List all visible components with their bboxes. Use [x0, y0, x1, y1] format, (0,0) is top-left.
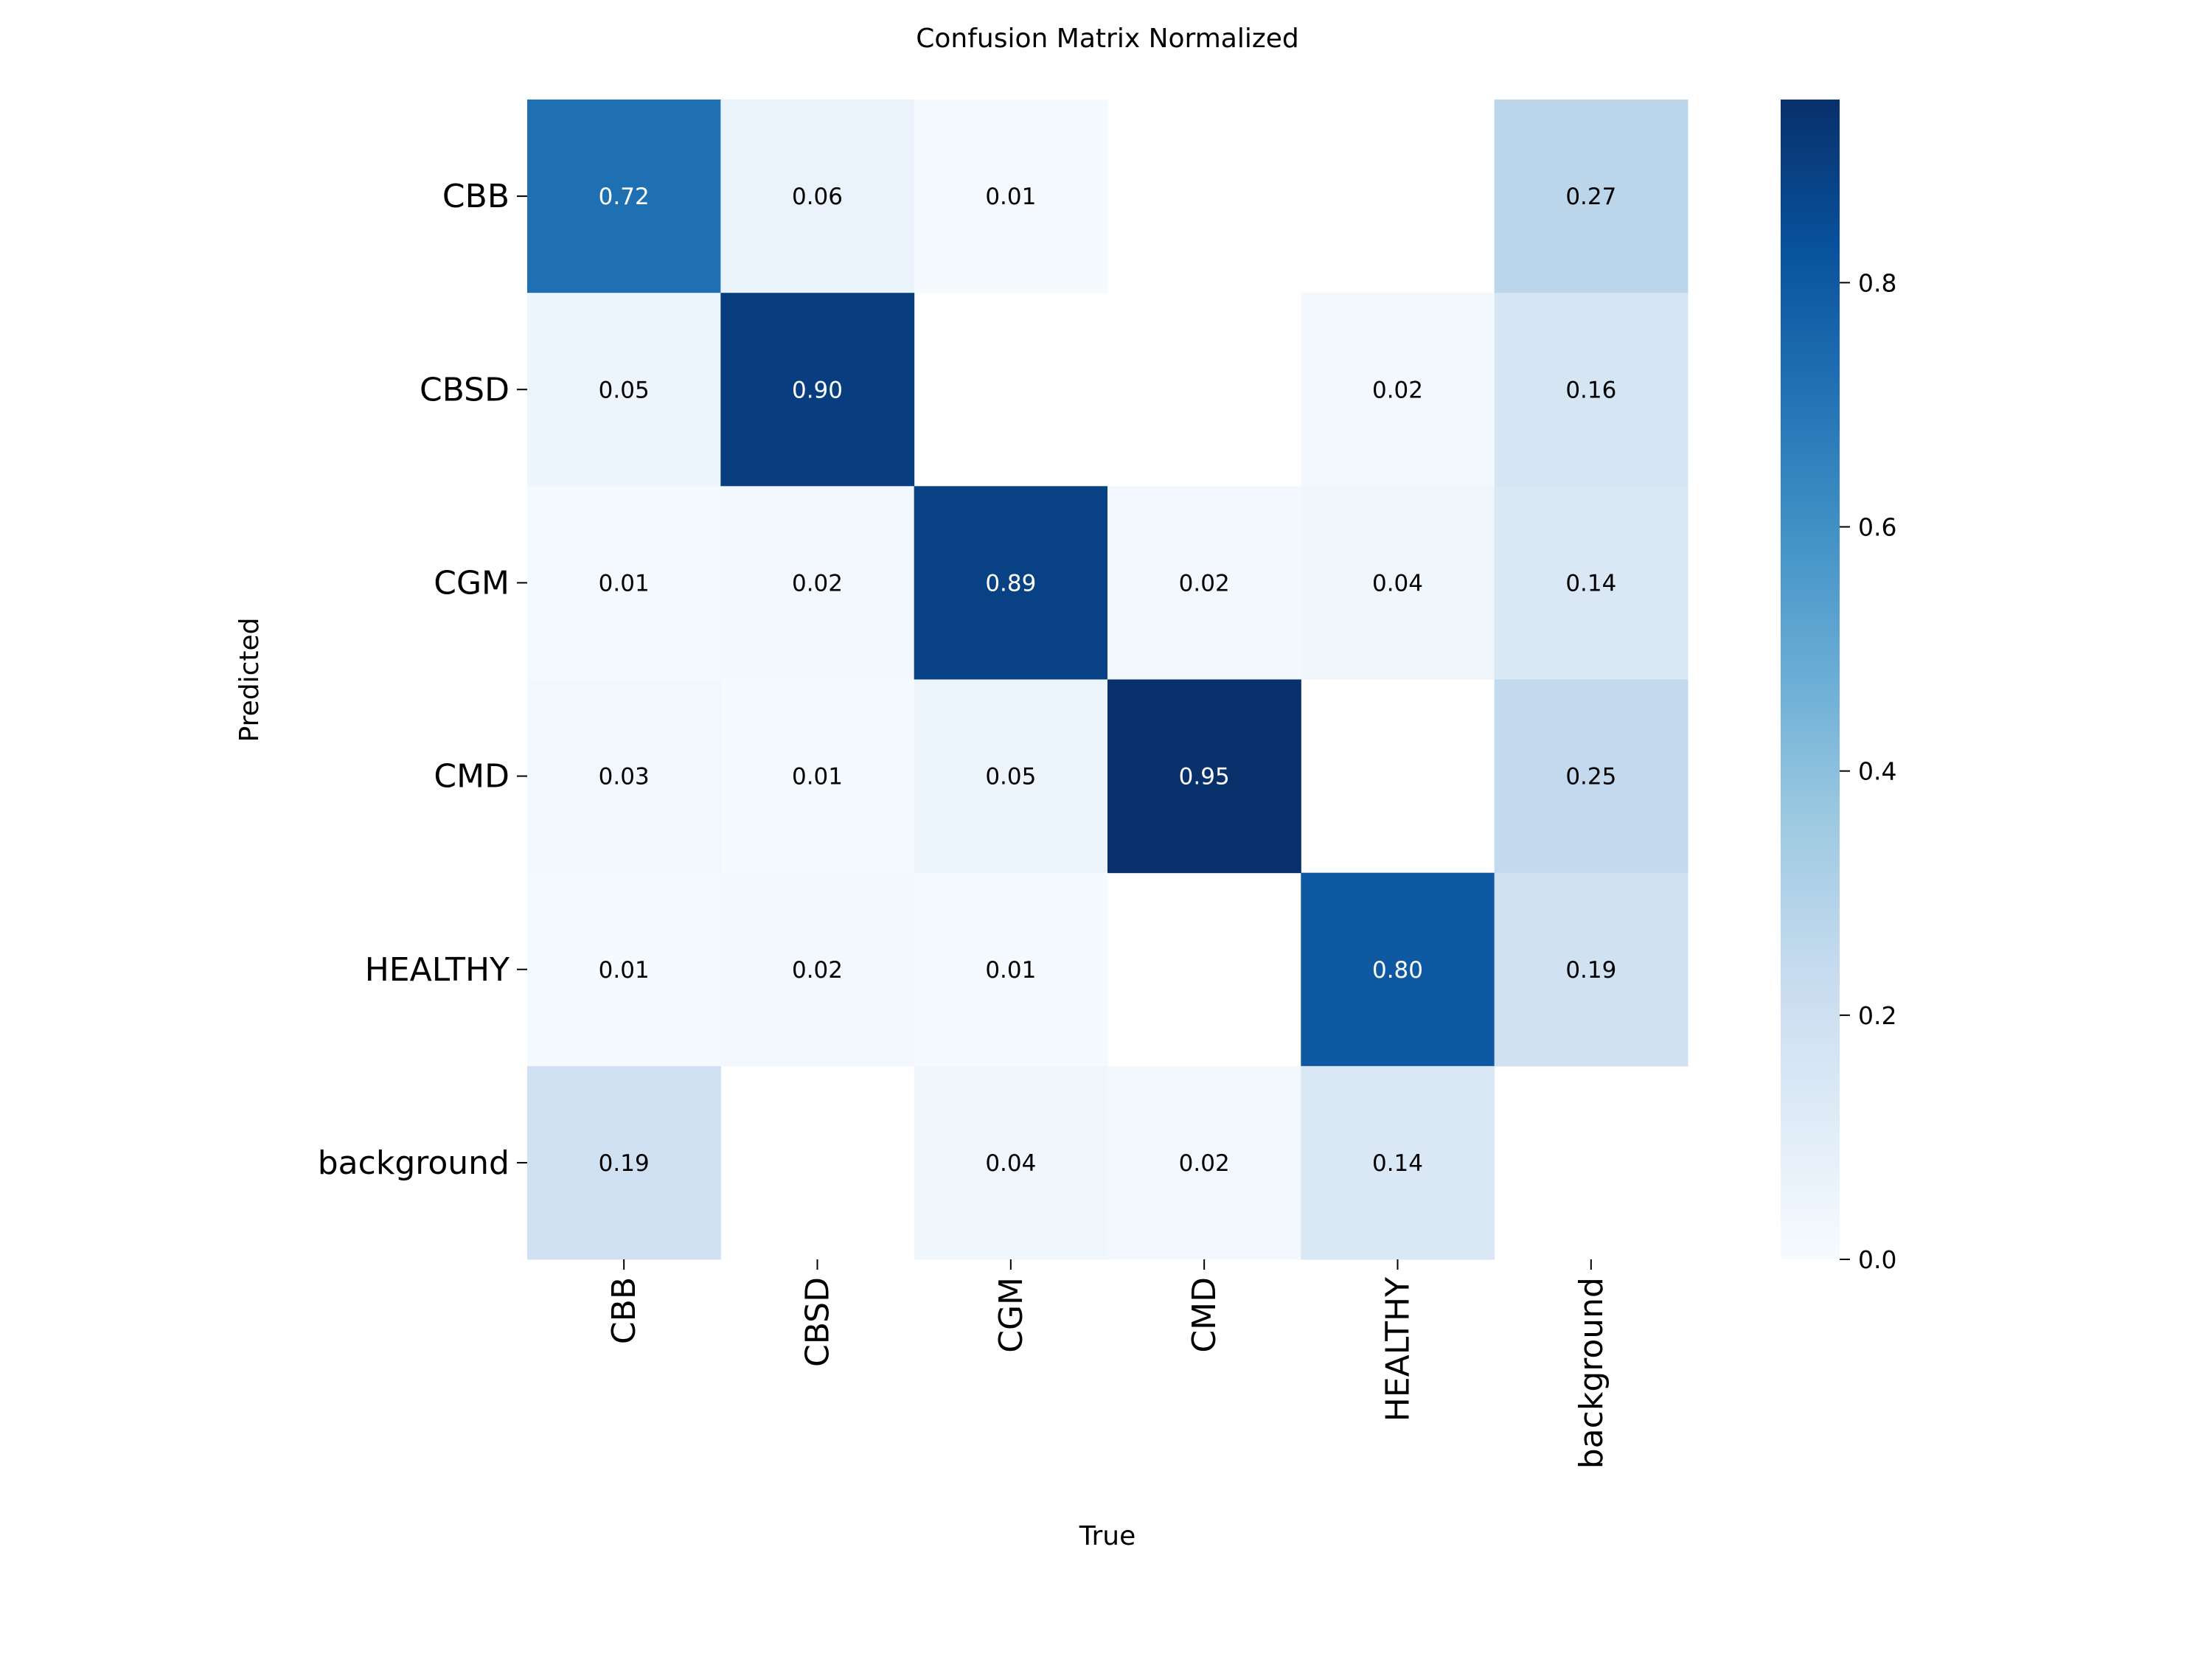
- heatmap-cell: [1107, 1065, 1301, 1260]
- heatmap-cell: [914, 872, 1108, 1067]
- heatmap-cell: [720, 486, 915, 680]
- heatmap-cell: [914, 486, 1108, 680]
- colorbar-tick-label: 0.6: [1858, 513, 1896, 542]
- x-axis-label: True: [1079, 1521, 1135, 1551]
- heatmap-cell: [527, 486, 721, 680]
- cell-value-label: 0.04: [1372, 570, 1423, 597]
- cell-value-label: 0.05: [599, 377, 650, 403]
- heatmap-cell: [914, 679, 1108, 874]
- x-tick-label: CGM: [992, 1277, 1030, 1353]
- colorbar-tick-label: 0.8: [1858, 268, 1896, 297]
- cell-value-label: 0.01: [599, 957, 650, 984]
- heatmap-cell: [527, 1065, 721, 1260]
- chart-title: Confusion Matrix Normalized: [916, 24, 1298, 54]
- heatmap-cell: [1494, 679, 1688, 874]
- heatmap-cell: [1494, 100, 1688, 293]
- heatmap-cell: [527, 872, 721, 1067]
- cell-value-label: 0.89: [985, 570, 1036, 597]
- cell-value-label: 0.01: [599, 570, 650, 597]
- x-tick-label: HEALTHY: [1380, 1277, 1417, 1422]
- cell-value-label: 0.90: [792, 377, 843, 403]
- x-tick-label: CMD: [1186, 1277, 1223, 1353]
- colorbar-tick-label: 0.2: [1858, 1001, 1896, 1030]
- heatmap-cell: [1494, 293, 1688, 487]
- cell-value-label: 0.19: [1565, 957, 1616, 984]
- y-tick-label: CBB: [442, 178, 509, 215]
- heatmap-cell: [720, 679, 915, 874]
- cell-value-label: 0.04: [985, 1150, 1036, 1177]
- heatmap-cell: [1301, 486, 1495, 680]
- cell-value-label: 0.16: [1565, 377, 1616, 403]
- heatmap-cell: [1107, 679, 1301, 874]
- colorbar: [1781, 100, 1840, 1259]
- cell-value-label: 0.02: [1179, 1150, 1230, 1177]
- heatmap-cell: [527, 100, 721, 293]
- cell-value-label: 0.02: [792, 570, 843, 597]
- cell-value-label: 0.80: [1372, 957, 1423, 984]
- cell-value-label: 0.25: [1565, 764, 1616, 790]
- heatmap-cell: [1107, 486, 1301, 680]
- cell-value-label: 0.06: [792, 184, 843, 210]
- cell-value-label: 0.19: [599, 1150, 650, 1177]
- heatmap-cell: [720, 100, 915, 293]
- heatmap-cell: [1301, 872, 1495, 1067]
- heatmap-cell: [527, 679, 721, 874]
- y-tick-label: background: [318, 1144, 509, 1182]
- colorbar-tick-label: 0.4: [1858, 757, 1896, 786]
- cell-value-label: 0.01: [985, 184, 1036, 210]
- heatmap-cell: [914, 1065, 1108, 1260]
- y-tick-label: CGM: [434, 564, 509, 602]
- cell-value-label: 0.95: [1179, 764, 1230, 790]
- heatmap-cell: [1494, 872, 1688, 1067]
- cell-value-label: 0.72: [599, 184, 650, 210]
- y-tick-label: CMD: [434, 758, 509, 796]
- cell-value-label: 0.01: [985, 957, 1036, 984]
- heatmap-cell: [1301, 1065, 1495, 1260]
- x-tick-label: background: [1573, 1277, 1610, 1469]
- heatmap-cell: [720, 293, 915, 487]
- x-tick-label: CBB: [605, 1277, 643, 1344]
- cell-value-label: 0.01: [792, 764, 843, 790]
- cell-value-label: 0.14: [1372, 1150, 1423, 1177]
- y-tick-label: HEALTHY: [365, 951, 509, 989]
- cell-value-label: 0.02: [1372, 377, 1423, 403]
- x-tick-label: CBSD: [799, 1277, 837, 1367]
- cell-value-label: 0.27: [1565, 184, 1616, 210]
- y-tick-label: CBSD: [420, 371, 509, 408]
- y-axis-label: Predicted: [234, 618, 265, 742]
- heatmap-cell: [527, 293, 721, 487]
- heatmap-cell: [1301, 293, 1495, 487]
- heatmap-cell: [720, 872, 915, 1067]
- cell-value-label: 0.02: [1179, 570, 1230, 597]
- heatmap-cell: [1494, 486, 1688, 680]
- cell-value-label: 0.03: [599, 764, 650, 790]
- heatmap-cell: [914, 100, 1108, 293]
- colorbar-tick-label: 0.0: [1858, 1245, 1896, 1274]
- cell-value-label: 0.05: [985, 764, 1036, 790]
- cell-value-label: 0.14: [1565, 570, 1616, 597]
- cell-value-label: 0.02: [792, 957, 843, 984]
